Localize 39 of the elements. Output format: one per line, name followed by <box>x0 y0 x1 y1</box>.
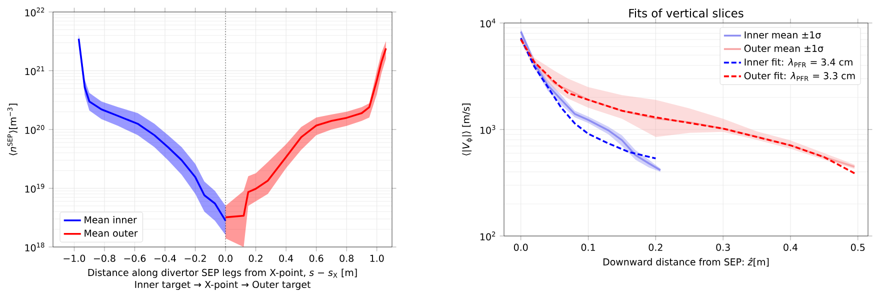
x-tick-label: 0.0 <box>218 254 232 262</box>
x-tick-label: 0.5 <box>850 244 865 251</box>
x-tick-label: −0.2 <box>184 254 206 262</box>
x-tick-label: 0.8 <box>340 254 354 262</box>
y-tick-label: 10$^{21}$ <box>25 66 44 76</box>
x-tick-label: 0.0 <box>514 244 528 251</box>
y-tick-label: 10$^{18}$ <box>25 242 44 252</box>
y-tick-label: 10$^{22}$ <box>25 8 44 16</box>
x-tick-label: 0.4 <box>784 244 798 251</box>
chart-title: Fits of vertical slices <box>629 8 744 18</box>
y-tick-label: 10$^{2}$ <box>480 232 496 240</box>
x-tick-label: 0.2 <box>648 244 662 251</box>
x-tick-label: 0.6 <box>309 254 324 262</box>
legend-label: Inner mean ±1σ <box>744 31 821 38</box>
y-tick-label: 10$^{20}$ <box>25 125 44 134</box>
y-tick-label: 10$^{19}$ <box>25 184 44 193</box>
legend-label: Outer mean ±1σ <box>744 44 824 52</box>
y-tick-label: 10$^{3}$ <box>480 125 496 134</box>
line-series <box>520 37 657 160</box>
x-tick-label: −1.0 <box>64 254 86 262</box>
legend-label: Inner fit: λ$_{PFR}$ = 3.4 cm <box>744 58 852 68</box>
line-series <box>224 48 387 218</box>
x-tick-label: 0.1 <box>581 244 595 251</box>
x-tick-label: −0.8 <box>94 254 116 262</box>
x-axis-title: Downward distance from SEP: ẑ[m] <box>603 258 769 267</box>
y-tick-label: 10$^{4}$ <box>480 18 496 28</box>
legend-label: Mean inner <box>84 216 137 224</box>
x-tick-label: 0.3 <box>716 244 730 251</box>
x-tick-label: −0.6 <box>124 254 146 262</box>
x-tick-label: −0.4 <box>154 254 176 262</box>
x-tick-label: 1.0 <box>370 254 384 262</box>
x-tick-label: 0.4 <box>279 254 294 262</box>
x-tick-label: 0.2 <box>248 254 262 262</box>
text: Inner target → X-point → Outer target <box>135 280 310 290</box>
y-axis-title: ⟨n$^{SEP}$⟩[m$^{−3}$] <box>7 104 18 156</box>
x-axis-title: Distance along divertor SEP legs from X-point, s − s$_{X}$ [m] <box>88 268 357 278</box>
y-axis-title: ⟨|V$_{ϕ}$|⟩ [m/s] <box>462 104 473 156</box>
legend-label: Outer fit: λ$_{PFR}$ = 3.3 cm <box>744 72 855 81</box>
legend-label: Mean outer <box>84 230 138 237</box>
